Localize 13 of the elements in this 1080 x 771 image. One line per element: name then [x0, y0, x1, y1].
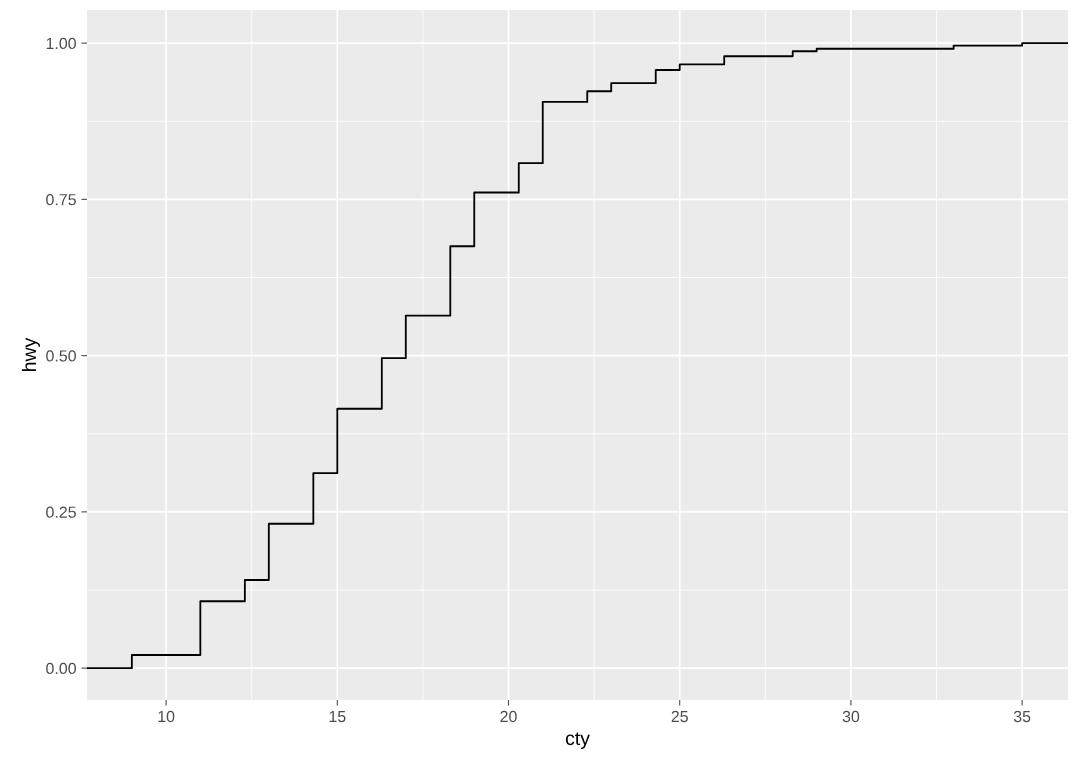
x-tick-label: 20: [500, 710, 517, 723]
y-tick-label: 0.50: [46, 350, 76, 362]
y-tick-label: 1.00: [46, 37, 76, 50]
y-tick-label: 0.75: [46, 194, 76, 206]
x-tick-label: 30: [842, 710, 860, 723]
y-tick-label: 0.25: [46, 506, 76, 518]
y-axis-title: hwy: [21, 337, 40, 371]
x-tick-label: 10: [158, 710, 175, 723]
x-tick-label: 15: [329, 711, 346, 723]
x-tick-label: 35: [1013, 710, 1031, 723]
y-tick-label: 0.00: [46, 662, 76, 675]
x-tick-label: 25: [671, 710, 688, 723]
x-axis-title: cty: [565, 732, 590, 749]
